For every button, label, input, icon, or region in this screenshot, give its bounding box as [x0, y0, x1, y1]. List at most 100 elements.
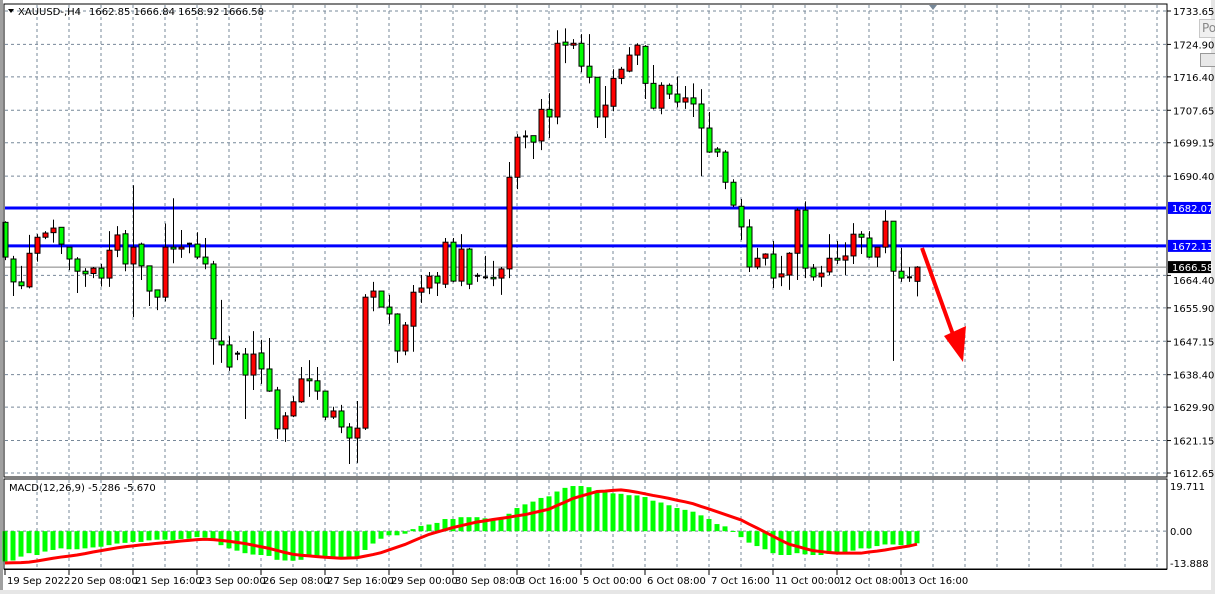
macd-histogram-bar [570, 486, 576, 532]
candle-body [690, 97, 697, 105]
candle-body [162, 246, 169, 298]
candle-body [506, 176, 513, 270]
candle-body [274, 389, 281, 430]
candle-bullish [762, 253, 769, 266]
candle-body [386, 306, 393, 315]
candle-bearish [730, 179, 737, 208]
candle-body [642, 45, 649, 84]
candle-bullish [570, 39, 577, 49]
candle-bearish [594, 76, 601, 129]
candle-body [562, 41, 569, 46]
popup-button[interactable] [1200, 53, 1215, 67]
candle-body [34, 236, 41, 254]
macd-histogram-bar [522, 504, 528, 532]
candle-body [450, 241, 457, 282]
candle-bearish [58, 226, 65, 255]
candle-body [226, 344, 233, 368]
popup-panel[interactable]: Po [1199, 19, 1215, 38]
macd-histogram-bar [74, 531, 80, 550]
macd-histogram-bar [658, 502, 664, 532]
macd-histogram-bar [650, 500, 656, 532]
candle-body [618, 68, 625, 79]
macd-histogram-bar [626, 495, 632, 532]
candle-bullish [850, 223, 857, 264]
ohlc-values: 1662.85 1666.84 1658.92 1666.58 [89, 7, 264, 18]
macd-histogram-bar [450, 519, 456, 532]
down-arrow-annotation[interactable] [920, 247, 966, 362]
candle-bearish [434, 271, 441, 297]
macd-histogram-bar [754, 531, 760, 547]
candle-body [298, 378, 305, 403]
candle-bearish [706, 111, 713, 153]
macd-histogram-bar [370, 531, 376, 544]
candle-body [346, 426, 353, 439]
price-tick-label: 1733.65 [1173, 7, 1214, 18]
candle-bullish [498, 267, 505, 295]
macd-histogram-bar [250, 531, 256, 555]
candle-body [146, 265, 153, 292]
triangle-down-icon[interactable] [8, 9, 14, 13]
candle-bullish [402, 321, 409, 356]
candle-bearish [170, 198, 177, 264]
macd-histogram-bar [98, 531, 104, 547]
time-tick-label: 23 Sep 00:00 [199, 576, 266, 587]
macd-histogram-bar [882, 531, 888, 545]
macd-histogram-bar [914, 531, 920, 544]
candle-bullish [106, 231, 113, 287]
candle-body [202, 256, 209, 265]
macd-histogram-bar [706, 519, 712, 532]
macd-tick-label: -13.888 [1170, 559, 1209, 570]
candle-bullish [282, 412, 289, 442]
candle-bullish [330, 406, 337, 419]
candle-bullish [658, 82, 665, 115]
macd-histogram-bar [210, 531, 216, 540]
candle-bearish [138, 242, 145, 280]
candle-bearish [674, 76, 681, 108]
macd-histogram-bar [594, 492, 600, 532]
candle-bearish [483, 255, 488, 280]
candle-bullish [354, 401, 361, 463]
candle-body [82, 270, 89, 275]
macd-histogram-bar [394, 531, 400, 536]
candle-bearish [146, 265, 153, 306]
price-axis[interactable]: 1733.65 1724.90 1716.40 1707.65 1699.15 1690.… [1167, 7, 1214, 570]
candle-body [722, 151, 729, 183]
chart-shift-marker-icon[interactable] [929, 5, 937, 10]
macd-histogram-bar [738, 531, 744, 538]
time-tick-label: 29 Sep 00:00 [391, 576, 458, 587]
candle-bearish [866, 231, 873, 258]
candle-body [458, 248, 465, 282]
candle-body [266, 368, 273, 392]
candle-bullish [90, 267, 97, 279]
macd-histogram-bar [298, 531, 304, 560]
candle-bullish [298, 367, 305, 403]
candle-body [58, 226, 65, 245]
candle-body [546, 108, 553, 118]
macd-histogram-bar [178, 531, 184, 539]
candle-bearish [490, 260, 497, 287]
candle-bearish [202, 237, 209, 270]
macd-histogram-bar [122, 531, 128, 543]
macd-histogram-bar [442, 519, 448, 532]
candle-body [514, 136, 521, 178]
candle-body [818, 272, 825, 278]
candle-bearish [226, 336, 233, 371]
macd-histogram-bar [602, 492, 608, 532]
candle-bearish [258, 339, 265, 384]
macd-histogram-bar [498, 518, 504, 532]
candle-bullish [442, 237, 449, 289]
main-plot-frame [3, 3, 1168, 478]
candle-bullish [130, 185, 137, 318]
candle-bullish [778, 255, 785, 287]
candle-bullish [50, 219, 57, 243]
candle-bullish [42, 231, 49, 240]
macd-histogram-bar [554, 491, 560, 532]
price-tick-label: 1724.90 [1173, 40, 1214, 51]
macd-histogram-bar [578, 486, 584, 532]
candle-bearish [18, 265, 25, 290]
candle-body [594, 76, 601, 118]
macd-histogram-bar [434, 522, 440, 532]
candle-bullish [523, 130, 528, 149]
